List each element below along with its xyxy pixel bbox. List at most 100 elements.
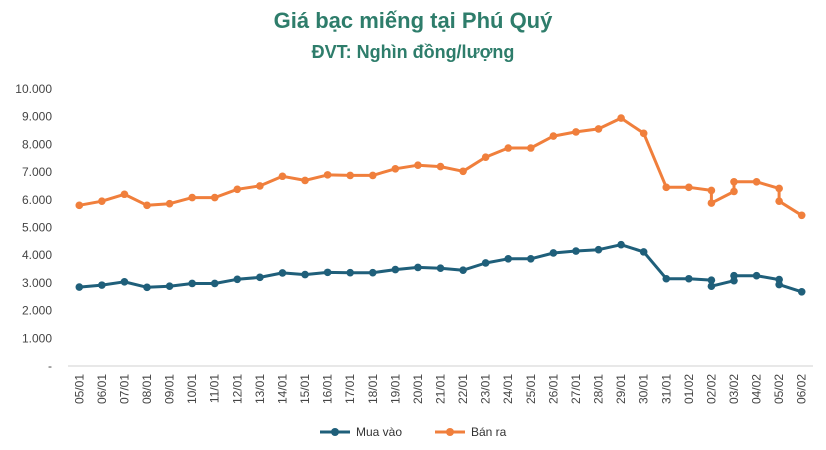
- data-point: [549, 249, 558, 257]
- data-point: [662, 183, 671, 192]
- data-point: [527, 144, 535, 152]
- data-point: [459, 167, 467, 176]
- data-point: [120, 277, 129, 286]
- x-tick-label: 20/01: [411, 374, 425, 404]
- data-point: [414, 161, 422, 169]
- data-point: [436, 162, 445, 171]
- x-tick-label: 03/02: [727, 374, 741, 404]
- data-point: [707, 199, 716, 207]
- data-point: [98, 197, 106, 205]
- x-tick-label: 08/01: [140, 374, 154, 404]
- data-point: [481, 259, 490, 267]
- chart-title: Giá bạc miếng tại Phú Quý: [273, 8, 553, 33]
- x-tick-label: 18/01: [366, 374, 380, 404]
- data-point: [775, 197, 783, 205]
- data-point: [594, 125, 603, 133]
- data-point: [775, 184, 783, 193]
- data-point: [685, 274, 693, 283]
- data-point: [368, 268, 377, 277]
- data-point: [549, 132, 558, 140]
- y-tick-label: 2.000: [22, 304, 52, 318]
- x-tick-label: 05/01: [72, 374, 86, 404]
- x-tick-label: 16/01: [321, 374, 335, 404]
- data-point: [301, 176, 309, 185]
- x-tick-label: 23/01: [479, 374, 493, 404]
- data-point: [459, 266, 467, 274]
- data-point: [323, 268, 332, 277]
- data-point: [75, 283, 84, 291]
- x-tick-label: 06/02: [795, 374, 809, 404]
- x-tick-label: 12/01: [230, 374, 244, 404]
- data-point: [301, 270, 309, 279]
- data-point: [572, 128, 580, 136]
- x-tick-label: 25/01: [524, 374, 538, 404]
- y-tick-label: 10.000: [15, 82, 52, 96]
- y-tick-label: 8.000: [22, 137, 52, 151]
- chart-subtitle: ĐVT: Nghìn đồng/lượng: [311, 42, 515, 62]
- data-point: [256, 182, 264, 190]
- data-point: [278, 172, 287, 181]
- x-tick-label: 13/01: [253, 374, 267, 404]
- data-point: [436, 264, 445, 273]
- data-point: [346, 268, 354, 277]
- x-tick-label: 28/01: [592, 374, 606, 404]
- x-tick-label: 02/02: [704, 374, 718, 404]
- data-point: [278, 269, 287, 277]
- y-axis-ticks: - 1.000 2.000 3.000 4.000 5.000 6.000 7.000 8.00…: [15, 82, 52, 373]
- data-point: [256, 273, 264, 282]
- data-point: [120, 190, 129, 199]
- data-point: [233, 275, 242, 284]
- data-point: [707, 282, 716, 291]
- data-point: [210, 279, 219, 288]
- data-point: [527, 255, 535, 263]
- legend-label: Bán ra: [471, 425, 507, 439]
- y-tick-label: 5.000: [22, 221, 52, 235]
- data-point: [730, 271, 738, 280]
- legend-swatch-marker: [331, 428, 339, 436]
- data-point: [617, 240, 625, 249]
- data-point: [797, 287, 806, 296]
- y-tick-label: 3.000: [22, 276, 52, 290]
- data-point: [346, 171, 354, 180]
- data-point: [75, 201, 84, 210]
- x-tick-label: 14/01: [275, 374, 289, 404]
- x-tick-label: 11/01: [208, 374, 222, 403]
- data-point: [775, 280, 783, 289]
- data-point: [662, 274, 671, 283]
- y-tick-label: -: [48, 359, 52, 373]
- data-point: [414, 263, 422, 272]
- data-point: [707, 276, 716, 284]
- data-point: [639, 129, 648, 138]
- data-point: [391, 164, 400, 173]
- x-tick-label: 10/01: [185, 374, 199, 404]
- x-tick-label: 29/01: [614, 374, 628, 404]
- x-tick-label: 24/01: [501, 374, 515, 404]
- x-tick-label: 30/01: [637, 374, 651, 404]
- data-point: [210, 193, 219, 202]
- data-point: [143, 283, 151, 292]
- x-tick-label: 05/02: [772, 374, 786, 404]
- series-group: [75, 114, 806, 296]
- x-tick-label: 22/01: [456, 374, 470, 404]
- y-tick-label: 4.000: [22, 248, 52, 262]
- data-point: [504, 144, 513, 152]
- x-tick-label: 27/01: [569, 374, 583, 404]
- data-point: [730, 187, 738, 196]
- y-tick-label: 9.000: [22, 110, 52, 124]
- data-point: [233, 185, 242, 194]
- data-point: [98, 281, 106, 289]
- y-tick-label: 7.000: [22, 165, 52, 179]
- data-point: [165, 199, 174, 208]
- x-tick-label: 17/01: [343, 374, 357, 404]
- data-point: [188, 279, 196, 288]
- x-tick-label: 06/01: [95, 374, 109, 404]
- data-point: [481, 153, 490, 161]
- legend-label: Mua vào: [356, 425, 402, 439]
- data-point: [368, 171, 377, 180]
- data-point: [572, 247, 580, 255]
- data-point: [730, 177, 738, 186]
- data-point: [707, 186, 716, 195]
- data-point: [617, 114, 625, 122]
- data-point: [143, 201, 151, 210]
